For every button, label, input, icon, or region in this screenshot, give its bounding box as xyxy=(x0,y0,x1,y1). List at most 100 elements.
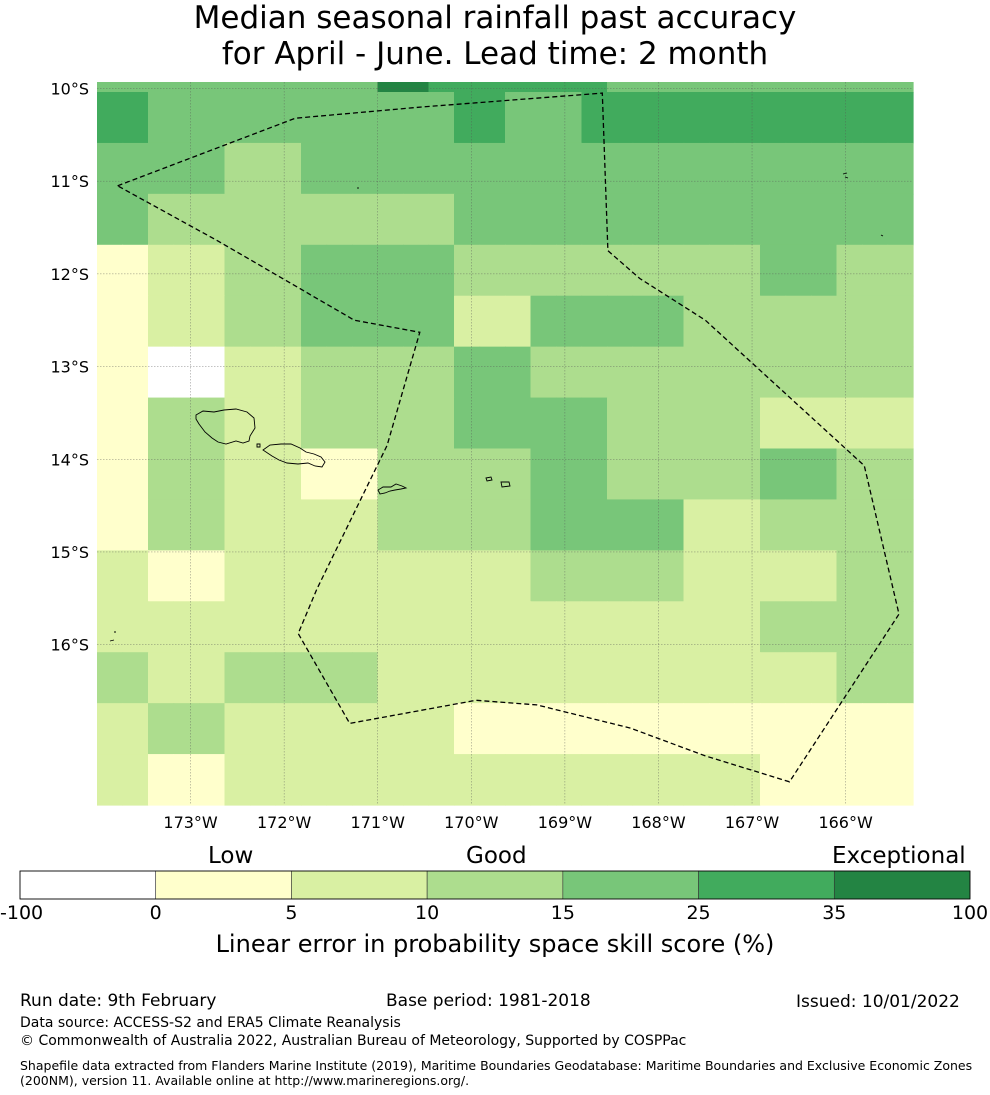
grid-cell xyxy=(607,397,634,450)
grid-cell xyxy=(530,499,557,551)
grid-cell xyxy=(377,82,404,93)
upolu-island xyxy=(262,443,326,468)
grid-cell xyxy=(173,142,200,195)
grid-cell xyxy=(326,652,353,704)
grid-cell xyxy=(199,92,226,144)
grid-cell xyxy=(683,244,710,297)
latitude-label: 11°S xyxy=(50,172,89,191)
grid-cell xyxy=(632,601,659,653)
grid-cell xyxy=(148,295,175,348)
grid-cell xyxy=(403,92,430,144)
grid-cell xyxy=(148,550,175,602)
grid-cell xyxy=(811,397,838,450)
longitude-label: 166°W xyxy=(818,813,873,832)
grid-cell xyxy=(760,397,787,450)
grid-cell xyxy=(862,550,889,602)
grid-cell xyxy=(709,397,736,450)
grid-cell xyxy=(97,295,124,348)
colorbar-box xyxy=(426,870,564,900)
longitude-label: 168°W xyxy=(631,813,686,832)
grid-cell xyxy=(785,346,812,399)
grid-cell xyxy=(581,448,608,501)
grid-cell xyxy=(454,82,481,93)
grid-cell xyxy=(326,295,353,348)
grid-cell xyxy=(97,499,124,551)
longitude-labels: 173°W 172°W 171°W 170°W 169°W 168°W 167°W 166°W xyxy=(163,813,873,832)
grid-cell xyxy=(352,346,379,399)
grid-cell xyxy=(403,754,430,806)
grid-cell xyxy=(199,448,226,501)
grid-cell xyxy=(403,244,430,297)
grid-cell xyxy=(377,92,404,144)
grid-cell xyxy=(785,142,812,195)
grid-cell xyxy=(97,754,124,806)
grid-cell xyxy=(760,601,787,653)
grid-cell xyxy=(734,346,761,399)
grid-cell xyxy=(581,244,608,297)
grid-cell xyxy=(683,193,710,246)
grid-cell xyxy=(97,703,124,755)
grid-cell xyxy=(479,295,506,348)
grid-cell xyxy=(199,499,226,551)
grid-cell xyxy=(581,346,608,399)
grid-cell xyxy=(505,601,532,653)
colorbar-tick-label: 25 xyxy=(686,902,711,924)
grid-cell xyxy=(632,82,659,93)
grid-cell xyxy=(862,601,889,653)
grid-cell xyxy=(887,193,914,246)
grid-cell xyxy=(250,346,277,399)
grid-cell xyxy=(658,244,685,297)
grid-cell xyxy=(403,601,430,653)
grid-cell xyxy=(428,346,455,399)
latitude-label: 13°S xyxy=(50,358,89,377)
grid-cell xyxy=(97,193,124,246)
grid-cell xyxy=(505,652,532,704)
grid-cell xyxy=(122,142,149,195)
grid-cell xyxy=(122,92,149,144)
grid-cell xyxy=(199,346,226,399)
grid-cell xyxy=(581,295,608,348)
grid-cell xyxy=(275,499,302,551)
grid-cell xyxy=(97,92,124,144)
grid-cell xyxy=(428,448,455,501)
grid-cell xyxy=(428,244,455,297)
grid-cell xyxy=(811,92,838,144)
grid-cell xyxy=(556,448,583,501)
islet-165w xyxy=(880,234,884,237)
grid-cell xyxy=(148,82,175,93)
grid-cell xyxy=(734,244,761,297)
grid-cell xyxy=(326,82,353,93)
grid-cell xyxy=(581,499,608,551)
grid-cell xyxy=(862,754,889,806)
grid-cell xyxy=(734,92,761,144)
grid-cell xyxy=(607,703,634,755)
grid-cell xyxy=(301,703,328,755)
grid-cell xyxy=(326,397,353,450)
grid-cell xyxy=(403,82,430,93)
grid-cell xyxy=(556,193,583,246)
grid-cell xyxy=(224,601,251,653)
grid-cell xyxy=(224,142,251,195)
grid-cell xyxy=(505,346,532,399)
grid-cell xyxy=(97,82,124,93)
grid-cell xyxy=(199,397,226,450)
grid-cell xyxy=(632,499,659,551)
grid-cell xyxy=(301,244,328,297)
grid-cell xyxy=(505,499,532,551)
grid-cell xyxy=(352,193,379,246)
graticule xyxy=(97,82,913,805)
grid-cell xyxy=(811,295,838,348)
grid-cell xyxy=(556,244,583,297)
colorbar-label: Linear error in probability space skill … xyxy=(215,930,775,958)
colorbar-box xyxy=(155,870,292,900)
grid-cell xyxy=(148,754,175,806)
colorbar-box xyxy=(19,870,157,900)
grid-cell xyxy=(862,92,889,144)
grid-cell xyxy=(454,295,481,348)
grid-cell xyxy=(454,142,481,195)
grid-cell xyxy=(530,448,557,501)
grid-cell xyxy=(785,82,812,93)
grid-cell xyxy=(836,346,863,399)
grid-cell xyxy=(607,82,634,93)
grid-cell xyxy=(250,550,277,602)
